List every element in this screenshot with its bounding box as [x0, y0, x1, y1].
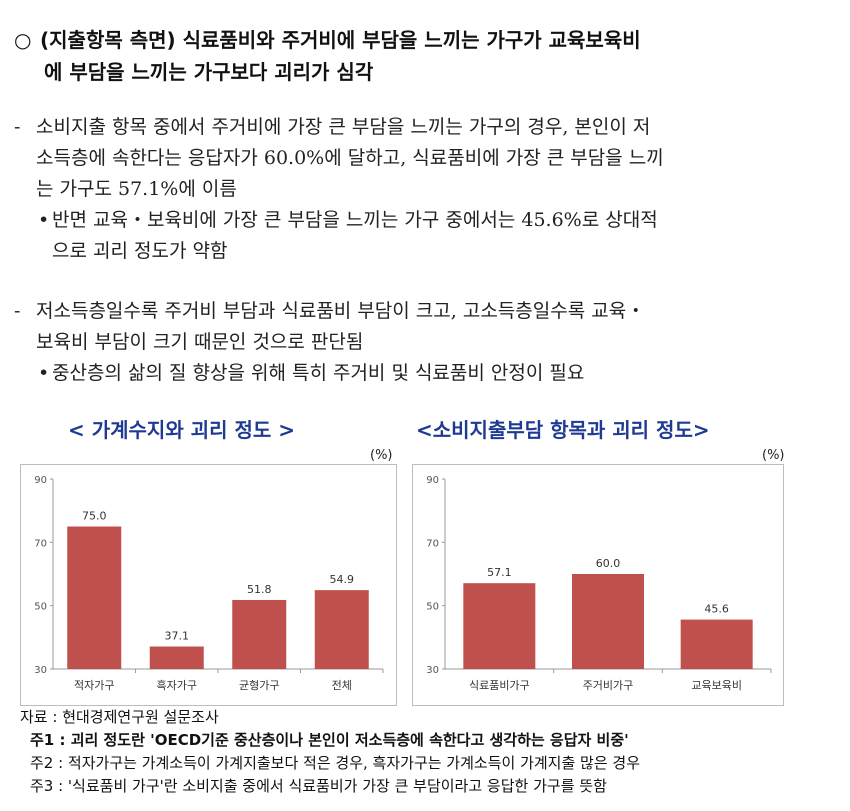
chart-2: 30 50 70 90 57.1 식료품비가구 60.0 주거비가구 45.6 교육보육비: [412, 464, 784, 706]
para2-line-2: 보육비 부담이 크기 때문인 것으로 판단됨: [36, 331, 364, 353]
y-tick-label: 90: [426, 475, 439, 486]
bar-value-label: 37.1: [165, 630, 190, 643]
para1-line-1: 소비지출 항목 중에서 주거비에 가장 큰 부담을 느끼는 가구의 경우, 본인…: [36, 116, 651, 138]
chart-1-title: < 가계수지와 괴리 정도 >: [68, 418, 295, 442]
para1-subpoint: • 반면 교육‧보육비에 가장 큰 부담을 느끼는 가구 중에서는 45.6%로 …: [14, 205, 804, 267]
y-tick-label: 90: [34, 475, 47, 486]
chart-2-svg: 30 50 70 90 57.1 식료품비가구 60.0 주거비가구 45.6 교육보육비: [426, 475, 772, 692]
bar-value-label: 57.1: [487, 566, 512, 579]
para2-sub-line-1: 중산층의 삶의 질 향상을 위해 특히 주거비 및 식료품비 안정이 필요: [52, 362, 585, 384]
para2-subpoint: • 중산층의 삶의 질 향상을 위해 특히 주거비 및 식료품비 안정이 필요: [14, 358, 804, 389]
bar: [149, 646, 204, 669]
chart-2-title: <소비지출부담 항목과 괴리 정도>: [416, 418, 710, 442]
chart-1: 30 50 70 90 75.0 적자가구 37.1 흑자가구 51.8 균형가구 54.9 전체: [20, 464, 397, 706]
dash-bullet: -: [14, 300, 21, 322]
note-1-label: 주1 :: [30, 731, 71, 749]
bar-value-label: 51.8: [247, 583, 272, 596]
bar: [572, 574, 644, 669]
paragraph-2: - 저소득층일수록 주거비 부담과 식료품비 부담이 크고, 고소득층일수록 교육…: [14, 296, 804, 389]
y-tick-label: 70: [34, 538, 47, 549]
source-note: 자료 : 현대경제연구원 설문조사: [20, 708, 219, 726]
category-label: 적자가구: [74, 679, 114, 692]
dot-bullet-icon: •: [38, 362, 50, 384]
bar: [232, 599, 287, 669]
note-2: 주2 : 적자가구는 가계소득이 가계지출보다 적은 경우, 흑자가구는 가계소…: [30, 754, 641, 772]
heading-line-2: 에 부담을 느끼는 가구보다 괴리가 심각: [44, 60, 374, 84]
dash-bullet: -: [14, 116, 21, 138]
category-label: 전체: [332, 679, 352, 692]
y-tick-label: 30: [426, 665, 439, 676]
category-label: 주거비가구: [583, 679, 634, 692]
category-label: 교육보육비: [691, 679, 742, 692]
bar-value-label: 75.0: [82, 510, 107, 523]
bar: [67, 526, 122, 669]
y-tick-label: 50: [34, 602, 47, 613]
chart-1-svg: 30 50 70 90 75.0 적자가구 37.1 흑자가구 51.8 균형가구 54.9 전체: [34, 475, 384, 692]
y-tick-label: 50: [426, 602, 439, 613]
para1-sub-line-1: 반면 교육‧보육비에 가장 큰 부담을 느끼는 가구 중에서는 45.6%로 상…: [52, 209, 658, 231]
category-label: 흑자가구: [157, 678, 197, 692]
category-label: 식료품비가구: [469, 679, 530, 692]
notes: 자료 : 현대경제연구원 설문조사 주1 : 괴리 정도란 'OECD기준 중산…: [20, 706, 840, 798]
heading-line-1: (지출항목 측면) 식료품비와 주거비에 부담을 느끼는 가구가 교육보육비: [40, 28, 641, 52]
section-heading: ○ (지출항목 측면) 식료품비와 주거비에 부담을 느끼는 가구가 교육보육비 …: [14, 24, 834, 88]
note-1: 주1 : 괴리 정도란 'OECD기준 중산층이나 본인이 저소득층에 속한다고…: [20, 729, 840, 752]
para1-line-3: 는 가구도 57.1%에 이름: [36, 178, 237, 200]
y-tick-label: 30: [34, 665, 47, 676]
bar: [463, 583, 536, 669]
note-3: 주3 : '식료품비 가구'란 소비지출 중에서 식료품비가 가장 큰 부담이라…: [30, 777, 607, 795]
chart-2-unit: (%): [762, 448, 785, 463]
para1-sub-line-2: 으로 괴리 정도가 약함: [52, 240, 228, 262]
chart-1-unit: (%): [370, 448, 393, 463]
category-label: 균형가구: [239, 679, 279, 692]
note-1-text: 괴리 정도란 'OECD기준 중산층이나 본인이 저소득층에 속한다고 생각하는…: [70, 731, 629, 749]
bar: [680, 619, 753, 669]
bar-value-label: 54.9: [330, 573, 355, 586]
dot-bullet-icon: •: [38, 209, 50, 231]
para1-line-2: 소득층에 속한다는 응답자가 60.0%에 달하고, 식료품비에 가장 큰 부담…: [36, 147, 664, 169]
y-tick-label: 70: [426, 538, 439, 549]
bar-value-label: 60.0: [596, 557, 621, 570]
paragraph-1: - 소비지출 항목 중에서 주거비에 가장 큰 부담을 느끼는 가구의 경우, 본…: [14, 112, 804, 267]
bar-value-label: 45.6: [704, 603, 729, 616]
para2-line-1: 저소득층일수록 주거비 부담과 식료품비 부담이 크고, 고소득층일수록 교육‧: [36, 300, 646, 322]
circle-bullet-icon: ○: [14, 28, 32, 52]
bar: [314, 590, 369, 669]
